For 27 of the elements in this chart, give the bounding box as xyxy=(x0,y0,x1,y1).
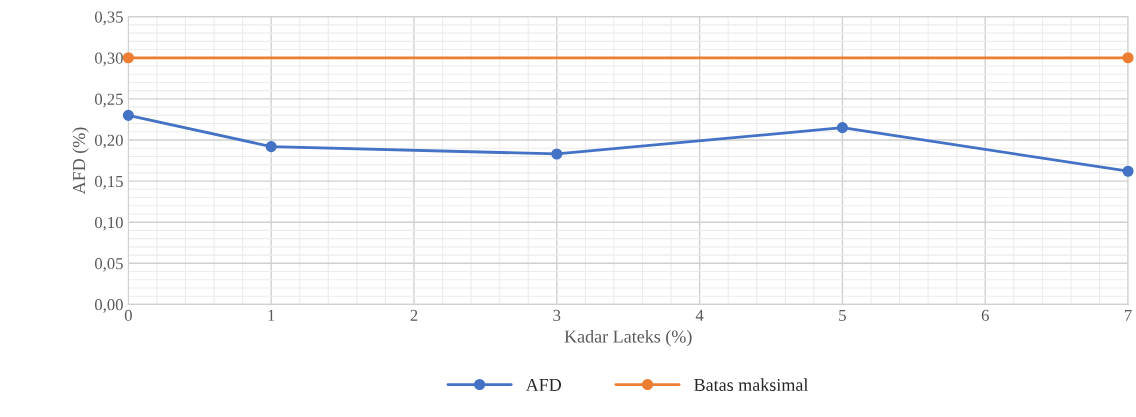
x-tick-label: 7 xyxy=(1124,309,1132,321)
point xyxy=(1122,165,1134,177)
point xyxy=(265,141,277,153)
y-tick-label: 0,05 xyxy=(94,258,123,272)
y-axis-title: AFD (%) xyxy=(72,127,89,195)
y-tick-label: 0,30 xyxy=(94,52,123,67)
x-tick-label: 3 xyxy=(553,309,561,321)
x-tick-label: 6 xyxy=(981,309,989,321)
point xyxy=(836,122,848,134)
point xyxy=(1122,52,1134,64)
x-axis-title: Kadar Lateks (%) xyxy=(564,329,692,347)
x-tick-label: 0 xyxy=(124,309,132,321)
point xyxy=(122,109,134,121)
x-tick-label: 5 xyxy=(839,309,846,321)
y-tick-label: 0,00 xyxy=(94,299,123,313)
x-tick-label: 4 xyxy=(695,309,704,321)
x-tick-label: 2 xyxy=(410,309,418,321)
point xyxy=(122,52,134,64)
y-tick-label: 0,35 xyxy=(94,11,123,26)
y-tick-label: 0,10 xyxy=(94,216,123,231)
legend-label: AFD xyxy=(525,378,562,391)
legend-label: Batas maksimal xyxy=(694,378,809,392)
x-tick-label: 1 xyxy=(268,309,275,321)
y-tick-label: 0,15 xyxy=(94,175,123,190)
y-tick-label: 0,25 xyxy=(94,93,123,108)
point xyxy=(551,148,563,160)
y-tick-label: 0,20 xyxy=(94,134,123,149)
